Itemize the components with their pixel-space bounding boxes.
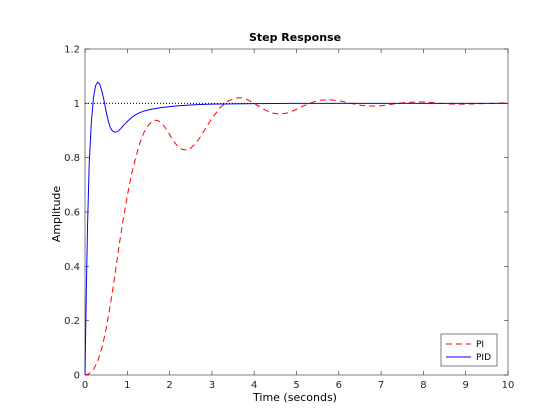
y-tick-label: 0: [74, 371, 80, 382]
x-axis-label: Time (seconds): [252, 391, 337, 404]
x-tick-label: 7: [378, 380, 384, 391]
y-tick-label: 0.2: [64, 316, 80, 327]
x-tick-label: 10: [502, 380, 515, 391]
chart-title: Step Response: [249, 31, 341, 44]
x-tick-label: 3: [209, 380, 215, 391]
legend: PI PID: [440, 333, 498, 367]
x-tick-label: 9: [463, 380, 469, 391]
axes-box: [84, 48, 509, 376]
series-line-pi: [84, 97, 508, 376]
plot-area: 0 1 2 3 4 5 6 7 8 9 10 0 0.2 0.4 0.6 0.8 1 1.2: [64, 45, 514, 392]
x-tick-label: 5: [293, 380, 299, 391]
x-tick-label: 1: [124, 380, 130, 391]
series-line-pid: [84, 81, 508, 376]
x-tick-label: 8: [420, 380, 426, 391]
y-tick-label: 0.4: [64, 262, 80, 273]
legend-box: [440, 333, 498, 367]
x-tick-label: 6: [336, 380, 342, 391]
x-tick-label: 2: [166, 380, 172, 391]
y-tick-label: 1: [74, 99, 80, 110]
y-tick-label: 0.6: [64, 208, 80, 219]
y-axis-label: Amplitude: [50, 186, 63, 243]
legend-label-pid: PID: [476, 353, 491, 363]
legend-label-pi: PI: [476, 340, 484, 350]
y-tick-label: 1.2: [64, 45, 80, 56]
x-tick-label: 0: [82, 380, 88, 391]
x-tick-label: 4: [251, 380, 257, 391]
y-tick-label: 0.8: [64, 153, 80, 164]
